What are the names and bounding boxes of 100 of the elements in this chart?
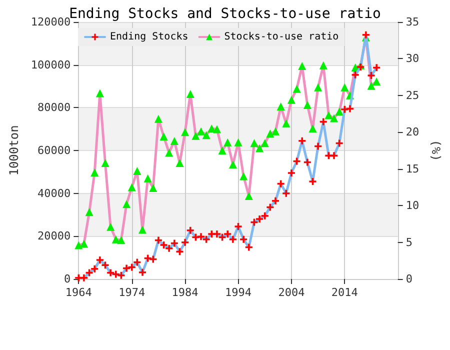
point <box>362 31 370 38</box>
point <box>256 216 264 223</box>
y2-tick-label: 15 <box>406 162 420 176</box>
y2-tick-label: 5 <box>406 236 412 249</box>
y-tick-label: 120000 <box>30 16 71 28</box>
y2-axis-title: (%) <box>429 140 443 162</box>
point <box>330 114 338 122</box>
point <box>102 262 109 269</box>
point <box>96 256 104 264</box>
point <box>176 158 184 167</box>
point <box>181 128 190 136</box>
point <box>234 223 242 230</box>
point <box>292 84 301 93</box>
point <box>304 158 311 166</box>
point <box>197 127 206 136</box>
point <box>186 90 194 98</box>
point <box>229 236 236 243</box>
point <box>272 197 279 204</box>
point <box>288 169 295 176</box>
x-tick-label: 2014 <box>331 286 358 299</box>
y2-tick-label: 10 <box>406 199 420 212</box>
point <box>341 106 348 113</box>
point <box>186 226 194 234</box>
point <box>276 102 285 110</box>
point <box>96 89 104 98</box>
point <box>150 256 157 263</box>
point <box>154 236 162 244</box>
point <box>212 125 221 134</box>
point <box>314 142 322 150</box>
x-tick-label: 1994 <box>224 286 252 299</box>
y2-tick-label: 25 <box>406 88 420 102</box>
point <box>330 152 338 160</box>
point <box>245 244 252 251</box>
point <box>282 119 290 128</box>
point <box>314 83 322 92</box>
point <box>117 236 126 244</box>
point <box>260 139 269 148</box>
point <box>303 100 312 109</box>
point <box>266 130 274 138</box>
point <box>192 132 200 140</box>
point <box>101 158 110 167</box>
y-tick-label: 100000 <box>30 58 71 72</box>
point <box>309 178 316 186</box>
point <box>213 230 220 238</box>
point <box>240 172 248 180</box>
point <box>372 77 381 86</box>
point <box>80 274 88 282</box>
point <box>244 192 253 200</box>
point <box>218 146 226 154</box>
point <box>287 96 296 104</box>
point <box>85 208 94 216</box>
point <box>165 148 174 157</box>
y-tick-label: 80000 <box>38 101 71 114</box>
point <box>250 139 258 148</box>
y-tick-label: 20000 <box>38 230 71 243</box>
point <box>91 265 98 272</box>
y2-tick-label: 0 <box>406 272 412 286</box>
legend-label: Stocks-to-use ratio <box>224 32 339 42</box>
point <box>106 222 115 231</box>
point <box>144 174 152 182</box>
point <box>346 105 354 112</box>
point <box>182 238 189 246</box>
point <box>198 233 205 240</box>
point <box>138 268 146 276</box>
point <box>149 184 158 192</box>
point <box>112 270 120 278</box>
point <box>166 244 173 252</box>
point <box>123 264 130 272</box>
point <box>352 71 359 78</box>
point <box>160 241 168 248</box>
chart-title: Ending Stocks and Stocks-to-use ratio <box>69 6 381 22</box>
legend-label: Ending Stocks <box>110 32 188 42</box>
point <box>138 226 146 234</box>
point <box>154 114 162 123</box>
point <box>224 138 232 146</box>
point <box>122 200 131 208</box>
x-tick-label: 1964 <box>65 286 92 299</box>
point <box>271 127 280 136</box>
point <box>240 236 248 243</box>
point <box>202 131 210 140</box>
point <box>324 111 333 120</box>
y-axis-title: 1000ton <box>7 125 21 176</box>
point <box>319 61 328 70</box>
y-tick-label: 0 <box>64 272 71 286</box>
x-tick-label: 1974 <box>118 286 146 299</box>
y2-tick-label: 30 <box>406 52 420 66</box>
x-tick-label: 1984 <box>172 286 199 299</box>
x-tick-label: 2004 <box>278 286 306 299</box>
point <box>368 72 375 80</box>
point <box>298 62 306 70</box>
y-tick-label: 60000 <box>38 144 71 157</box>
point <box>176 248 184 256</box>
point <box>90 168 99 177</box>
point <box>202 236 210 243</box>
point <box>335 108 344 116</box>
point <box>308 124 317 132</box>
point <box>160 132 168 141</box>
point <box>228 160 237 168</box>
point <box>298 137 306 144</box>
y2-tick-label: 35 <box>406 16 420 28</box>
